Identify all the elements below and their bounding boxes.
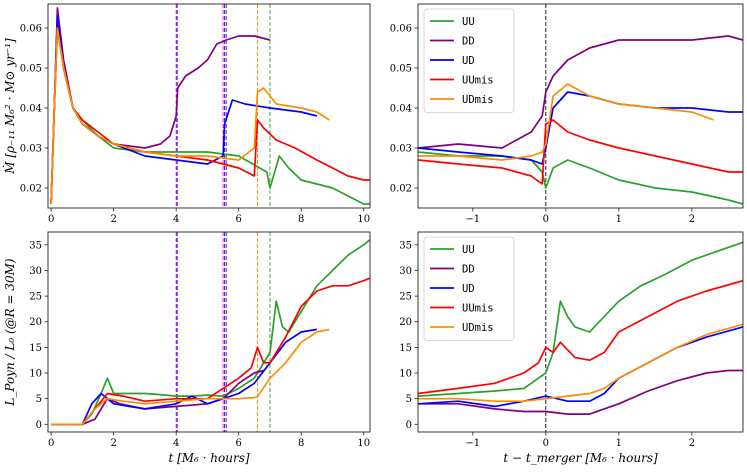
x-tick-label: 4 — [173, 214, 179, 225]
series-line-uu — [51, 239, 370, 426]
series-line-ud — [50, 15, 318, 205]
y-tick-label: 0.05 — [390, 64, 412, 75]
y-tick-label: 35 — [29, 240, 42, 251]
plot-frame — [47, 231, 371, 433]
x-axis-label: t − t_merger [M₆ · hours] — [503, 451, 658, 465]
series-line-ud — [51, 328, 318, 426]
y-tick-label: 10 — [29, 369, 42, 380]
x-tick-label: 2 — [689, 438, 695, 449]
legend-label-ud: UD — [462, 283, 475, 295]
y-tick-label: 0 — [406, 420, 412, 431]
x-tick-label: 4 — [173, 438, 179, 449]
y-tick-label: 0 — [36, 420, 42, 431]
x-tick-label: −1 — [465, 214, 480, 225]
series-line-dd — [51, 369, 264, 426]
y-tick-label: 5 — [406, 394, 412, 405]
y-tick-label: 30 — [29, 266, 42, 277]
x-tick-label: 1 — [616, 438, 622, 449]
y-tick-label: 20 — [29, 317, 42, 328]
chart-panel-tl: 0 2 4 6 8 10 0.02 0.03 0.04 0.05 0.06Ṁ [ρ₋₁₁ M₆² ·… — [2, 3, 371, 225]
y-tick-label: 0.04 — [390, 104, 412, 115]
chart-panel-tr: −1 0 1 2 0.02 0.03 0.04 0.05 0.06 UU DD UD UUmis UDmi… — [390, 3, 744, 225]
x-tick-label: 1 — [616, 214, 622, 225]
plot-frame — [417, 231, 744, 433]
legend: UU DD UD UUmis UDmis — [423, 8, 515, 113]
series-line-udmis — [50, 27, 330, 205]
plot-frame — [47, 3, 371, 209]
legend-label-uu: UU — [462, 16, 475, 28]
x-tick-label: 2 — [110, 214, 116, 225]
series-line-uumis — [51, 277, 370, 426]
x-tick-label: 0 — [543, 214, 549, 225]
y-tick-label: 5 — [36, 394, 42, 405]
y-tick-label: 0.02 — [390, 184, 412, 195]
legend-label-uu: UU — [462, 244, 475, 256]
x-tick-label: 6 — [236, 214, 242, 225]
y-axis-label: L_Poyn / L₀ (@R = 30M) — [3, 258, 17, 407]
legend-box — [423, 8, 515, 113]
y-tick-label: 30 — [399, 266, 412, 277]
x-tick-label: 0 — [48, 438, 54, 449]
series-line-ud — [418, 91, 743, 165]
x-axis-label: t [M₆ · hours] — [168, 451, 249, 465]
legend-box — [423, 236, 515, 341]
y-tick-label: 20 — [399, 317, 412, 328]
legend-label-uumis: UUmis — [462, 303, 494, 315]
x-tick-label: 0 — [48, 214, 54, 225]
x-tick-label: 10 — [357, 438, 370, 449]
y-tick-label: 0.06 — [20, 24, 42, 35]
x-tick-label: 6 — [236, 438, 242, 449]
chart-panel-bl: 0 2 4 6 8 10 0 5 10 15 20 25 30 35 t [M₆ · hours] L_Poy… — [3, 231, 371, 465]
legend-label-dd: DD — [462, 36, 475, 48]
series-line-udmis — [418, 83, 715, 161]
y-tick-label: 10 — [399, 369, 412, 380]
y-tick-label: 15 — [399, 343, 412, 354]
series-line-uu — [418, 151, 743, 205]
series-line-dd — [418, 35, 743, 149]
legend: UU DD UD UUmis UDmis — [423, 236, 515, 341]
series-line-uumis — [418, 119, 743, 185]
y-axis-label: Ṁ [ρ₋₁₁ M₆² · M⊙ yr⁻¹] — [2, 38, 17, 175]
legend-label-uumis: UUmis — [462, 75, 494, 87]
legend-label-ud: UD — [462, 55, 475, 67]
x-tick-label: 2 — [110, 438, 116, 449]
y-tick-label: 25 — [29, 292, 42, 303]
y-tick-label: 0.06 — [390, 24, 412, 35]
y-tick-label: 0.02 — [20, 184, 42, 195]
y-tick-label: 35 — [399, 240, 412, 251]
x-tick-label: 10 — [357, 214, 370, 225]
series-line-dd — [418, 369, 743, 415]
series-line-udmis — [418, 323, 743, 403]
y-tick-label: 0.05 — [20, 64, 42, 75]
series-line-dd — [50, 7, 271, 205]
y-tick-label: 25 — [399, 292, 412, 303]
x-tick-label: 0 — [543, 438, 549, 449]
x-tick-label: 8 — [298, 438, 304, 449]
y-tick-label: 0.03 — [390, 144, 412, 155]
y-tick-label: 15 — [29, 343, 42, 354]
x-tick-label: −1 — [465, 438, 480, 449]
y-tick-label: 0.03 — [20, 144, 42, 155]
x-tick-label: 2 — [689, 214, 695, 225]
legend-label-dd: DD — [462, 264, 475, 276]
series-line-uu — [418, 241, 743, 397]
legend-label-udmis: UDmis — [462, 94, 494, 106]
y-tick-label: 0.04 — [20, 104, 42, 115]
series-line-uumis — [418, 279, 743, 395]
series-line-udmis — [51, 328, 330, 426]
legend-label-udmis: UDmis — [462, 322, 494, 334]
plot-frame — [417, 3, 744, 209]
x-tick-label: 8 — [298, 214, 304, 225]
